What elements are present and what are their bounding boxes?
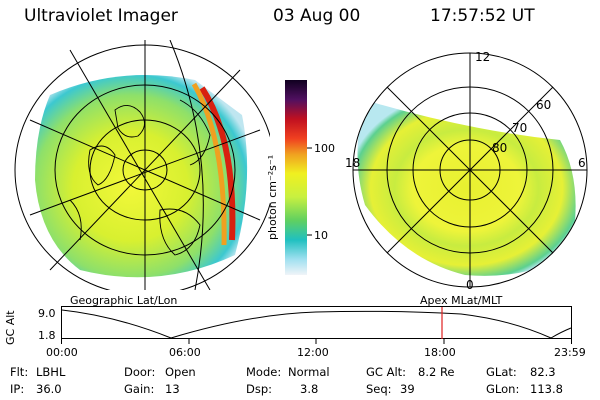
colorbar-unit-label: photon cm⁻²s⁻¹ bbox=[266, 154, 279, 240]
apex-polar-image: 12 18 6 0 60 70 80 bbox=[345, 50, 588, 292]
info-flt-value: LBHL bbox=[36, 365, 66, 379]
mlt-label-6: 6 bbox=[578, 156, 586, 170]
info-ip-label: IP: bbox=[10, 382, 25, 396]
info-gcalt-value: 8.2 Re bbox=[418, 365, 455, 379]
colorbar-tick-10: 10 bbox=[314, 229, 328, 242]
right-panel-caption: Apex MLat/MLT bbox=[420, 294, 503, 307]
timeline-ytick-1-8: 1.8 bbox=[38, 329, 56, 342]
info-glon-label: GLon: bbox=[486, 382, 520, 396]
info-ip-value: 36.0 bbox=[36, 382, 62, 396]
info-seq-label: Seq: bbox=[366, 382, 392, 396]
info-glon-value: 113.8 bbox=[530, 382, 563, 396]
instrument-title: Ultraviolet Imager bbox=[24, 6, 178, 26]
intensity-colorbar bbox=[285, 80, 312, 275]
info-door-label: Door: bbox=[124, 365, 156, 379]
timeline-xtick-0000: 00:00 bbox=[46, 346, 78, 359]
info-mode-label: Mode: bbox=[246, 365, 282, 379]
colorbar-tick-100: 100 bbox=[314, 142, 335, 155]
mlt-label-0: 0 bbox=[466, 278, 474, 292]
timeline-xtick-1800: 18:00 bbox=[424, 346, 456, 359]
timeline-xtick-0600: 06:00 bbox=[169, 346, 201, 359]
info-mode-value: Normal bbox=[288, 365, 330, 379]
mlt-label-18: 18 bbox=[345, 156, 360, 170]
info-door-value: Open bbox=[165, 365, 196, 379]
info-gcalt-label: GC Alt: bbox=[366, 365, 407, 379]
geographic-auroral-image bbox=[14, 40, 270, 290]
info-gain-value: 13 bbox=[165, 382, 180, 396]
left-panel-caption: Geographic Lat/Lon bbox=[70, 294, 178, 307]
info-glat-label: GLat: bbox=[486, 365, 517, 379]
header-time: 17:57:52 UT bbox=[430, 6, 535, 26]
info-glat-value: 82.3 bbox=[530, 365, 556, 379]
timeline-xtick-2359: 23:59 bbox=[554, 346, 586, 359]
info-flt-label: Flt: bbox=[10, 365, 29, 379]
mlat-label-80: 80 bbox=[492, 141, 507, 155]
mlt-label-12: 12 bbox=[475, 50, 490, 64]
header-date: 03 Aug 00 bbox=[273, 6, 361, 26]
info-seq-value: 39 bbox=[400, 382, 415, 396]
mlat-label-70: 70 bbox=[512, 121, 527, 135]
info-dsp-label: Dsp: bbox=[246, 382, 273, 396]
info-gain-label: Gain: bbox=[124, 382, 155, 396]
altitude-timeline bbox=[61, 306, 572, 344]
timeline-xtick-1200: 12:00 bbox=[297, 346, 329, 359]
timeline-ytick-9: 9.0 bbox=[38, 307, 56, 320]
mlat-label-60: 60 bbox=[536, 98, 551, 112]
info-dsp-value: 3.8 bbox=[300, 382, 319, 396]
timeline-ylabel: GC Alt bbox=[4, 310, 17, 345]
